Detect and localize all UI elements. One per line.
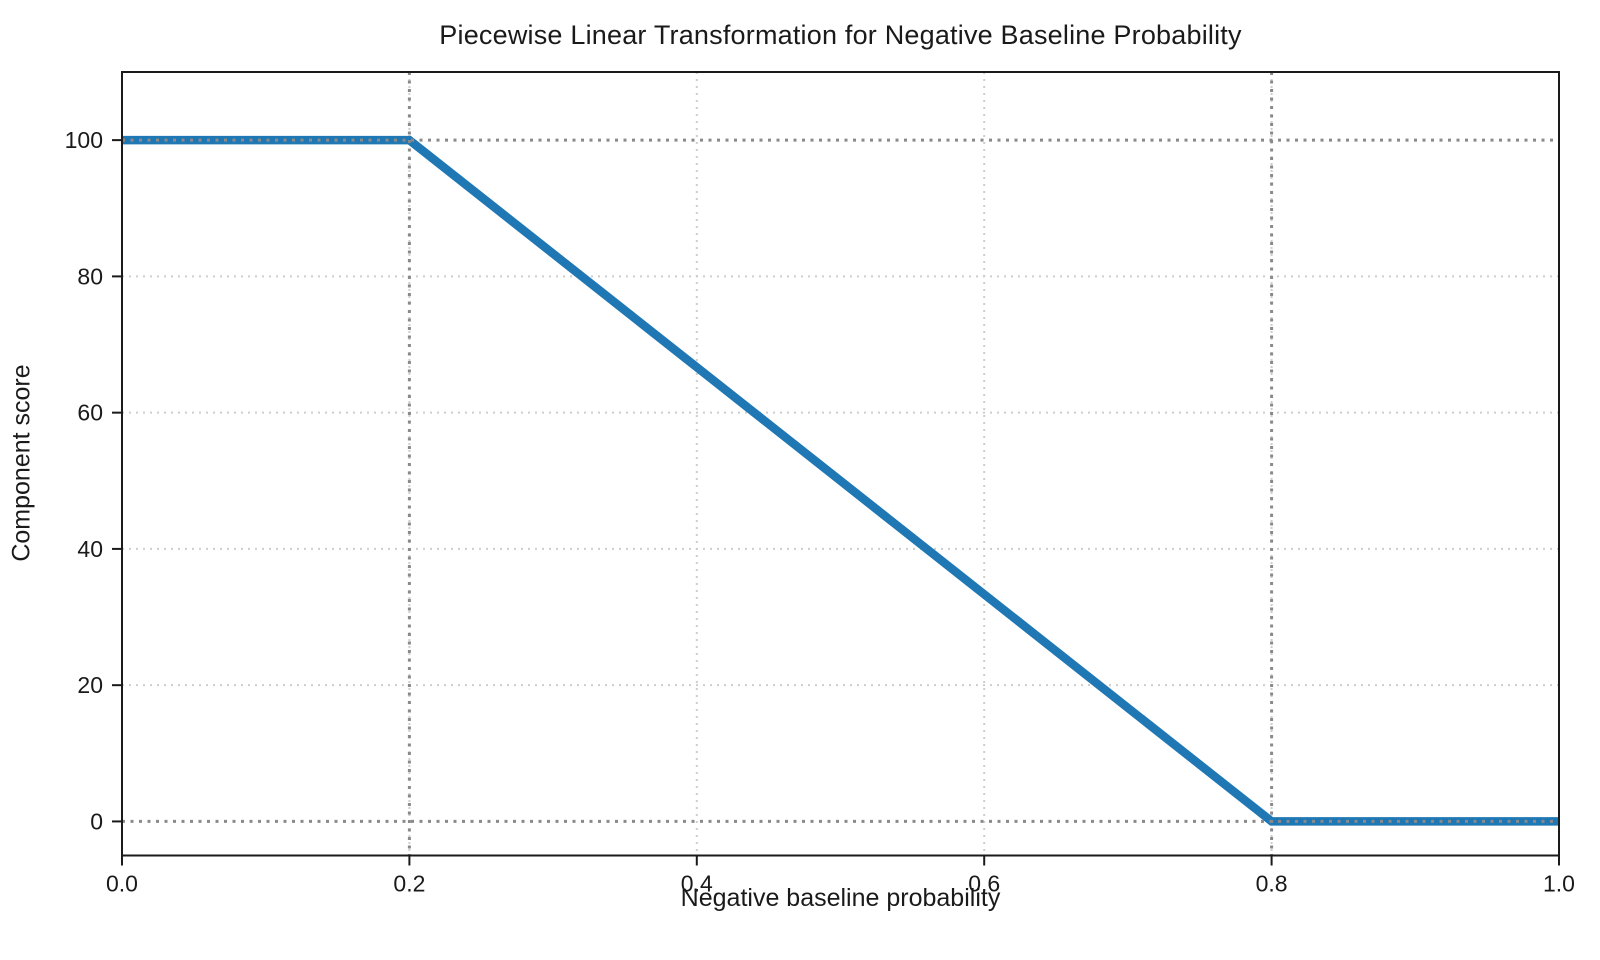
y-tick-label: 80: [77, 263, 103, 289]
component-score-line: [122, 135, 1559, 826]
x-tick-label: 0.0: [106, 871, 138, 897]
y-tick-label: 0: [90, 808, 103, 834]
x-tick-label: 0.2: [393, 871, 425, 897]
y-axis-label: Component score: [7, 364, 36, 562]
x-tick-label: 0.4: [681, 871, 713, 897]
x-tick-label: 0.6: [968, 871, 1000, 897]
y-tick-label: 40: [77, 536, 103, 562]
chart-title: Piecewise Linear Transformation for Nega…: [439, 20, 1242, 50]
y-tick-label: 100: [65, 127, 103, 153]
x-axis-label: Negative baseline probability: [680, 884, 1001, 912]
y-tick-label: 20: [77, 672, 103, 698]
x-tick-label: 0.8: [1256, 871, 1288, 897]
axes-spines: [121, 71, 1560, 857]
x-tick-label: 1.0: [1543, 871, 1575, 897]
y-tick-label: 60: [77, 400, 103, 426]
